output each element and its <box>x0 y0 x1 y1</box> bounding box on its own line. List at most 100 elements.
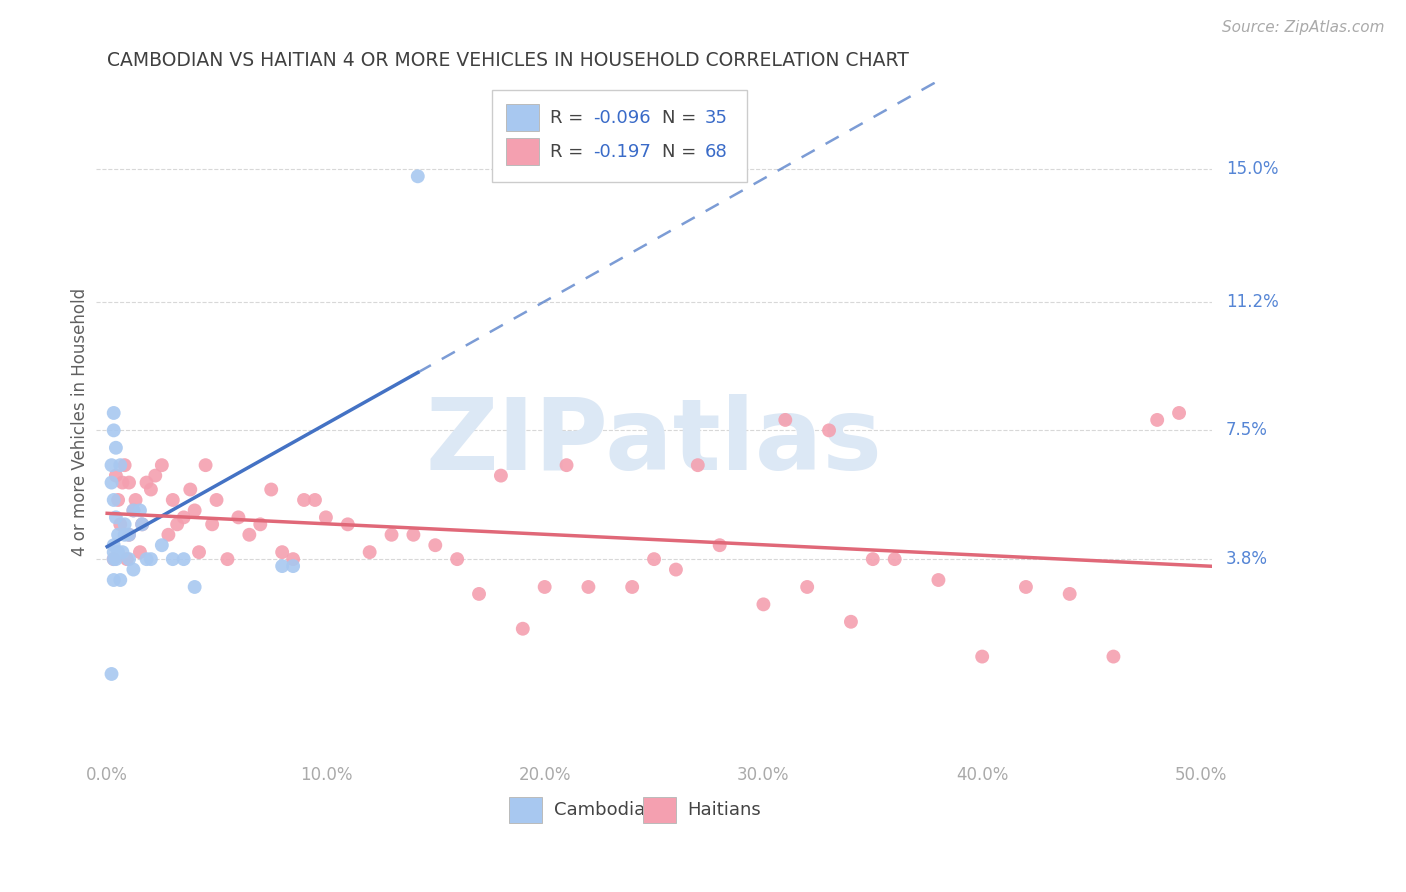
Text: 3.8%: 3.8% <box>1226 550 1268 568</box>
Point <box>972 649 994 664</box>
Point <box>402 528 425 542</box>
Point <box>122 503 145 517</box>
Point <box>336 517 359 532</box>
Point <box>124 492 146 507</box>
Point <box>446 552 468 566</box>
Point <box>862 552 884 566</box>
FancyBboxPatch shape <box>492 90 747 182</box>
Point <box>260 483 283 497</box>
Point <box>100 458 122 472</box>
Point <box>281 552 304 566</box>
Point <box>1168 406 1191 420</box>
FancyBboxPatch shape <box>643 797 676 822</box>
Point <box>110 458 132 472</box>
Point <box>110 573 132 587</box>
Point <box>139 552 162 566</box>
Point <box>135 475 157 490</box>
Point <box>179 483 201 497</box>
Point <box>131 517 153 532</box>
Y-axis label: 4 or more Vehicles in Household: 4 or more Vehicles in Household <box>72 287 89 556</box>
FancyBboxPatch shape <box>509 797 543 822</box>
Point <box>205 492 228 507</box>
Point <box>129 545 152 559</box>
Point <box>118 528 141 542</box>
Point <box>114 517 136 532</box>
Text: 68: 68 <box>704 143 727 161</box>
Point <box>129 503 152 517</box>
Point <box>162 492 184 507</box>
Point <box>201 517 224 532</box>
Point <box>578 580 600 594</box>
Point <box>103 492 125 507</box>
Point <box>122 503 145 517</box>
Point <box>166 517 188 532</box>
Point <box>118 528 141 542</box>
Point <box>686 458 709 472</box>
Point <box>104 441 127 455</box>
Point <box>114 458 136 472</box>
Point <box>118 475 141 490</box>
Point <box>512 622 534 636</box>
Point <box>104 468 127 483</box>
Point <box>103 423 125 437</box>
Point <box>194 458 217 472</box>
Point <box>173 510 195 524</box>
Point <box>150 538 173 552</box>
Point <box>1015 580 1038 594</box>
Point <box>228 510 250 524</box>
Point <box>883 552 905 566</box>
Text: 15.0%: 15.0% <box>1226 161 1278 178</box>
Point <box>131 517 153 532</box>
Point <box>115 552 138 566</box>
Text: N =: N = <box>662 143 702 161</box>
Text: 7.5%: 7.5% <box>1226 421 1268 440</box>
Text: R =: R = <box>550 143 589 161</box>
Point <box>555 458 578 472</box>
Point <box>1146 413 1168 427</box>
Point <box>104 552 127 566</box>
Point <box>103 406 125 420</box>
Text: N =: N = <box>662 109 702 127</box>
Point <box>271 545 294 559</box>
Text: -0.197: -0.197 <box>593 143 651 161</box>
Point <box>249 517 271 532</box>
Point <box>143 468 166 483</box>
Point <box>183 503 205 517</box>
Point <box>188 545 211 559</box>
Point <box>818 423 841 437</box>
Text: Haitians: Haitians <box>688 801 761 819</box>
Point <box>380 528 402 542</box>
Point <box>111 475 134 490</box>
FancyBboxPatch shape <box>506 104 538 131</box>
Point <box>468 587 491 601</box>
Point <box>103 573 125 587</box>
Point <box>406 169 429 184</box>
Point <box>104 510 127 524</box>
Point <box>135 552 157 566</box>
Point <box>107 528 129 542</box>
Point <box>111 545 134 559</box>
Point <box>162 552 184 566</box>
Point <box>359 545 381 559</box>
Point <box>1102 649 1125 664</box>
Point <box>157 528 180 542</box>
Point <box>1059 587 1081 601</box>
Point <box>150 458 173 472</box>
Point <box>425 538 447 552</box>
Point <box>110 517 132 532</box>
Point <box>118 552 141 566</box>
Point <box>709 538 731 552</box>
Point <box>304 492 326 507</box>
Point <box>621 580 644 594</box>
Point <box>271 559 294 574</box>
Point <box>100 667 122 681</box>
Text: 35: 35 <box>704 109 727 127</box>
Point <box>183 580 205 594</box>
Point <box>281 559 304 574</box>
Point <box>173 552 195 566</box>
Point <box>796 580 818 594</box>
Point <box>752 598 775 612</box>
Text: -0.096: -0.096 <box>593 109 651 127</box>
Point <box>139 483 162 497</box>
Text: Cambodians: Cambodians <box>554 801 665 819</box>
